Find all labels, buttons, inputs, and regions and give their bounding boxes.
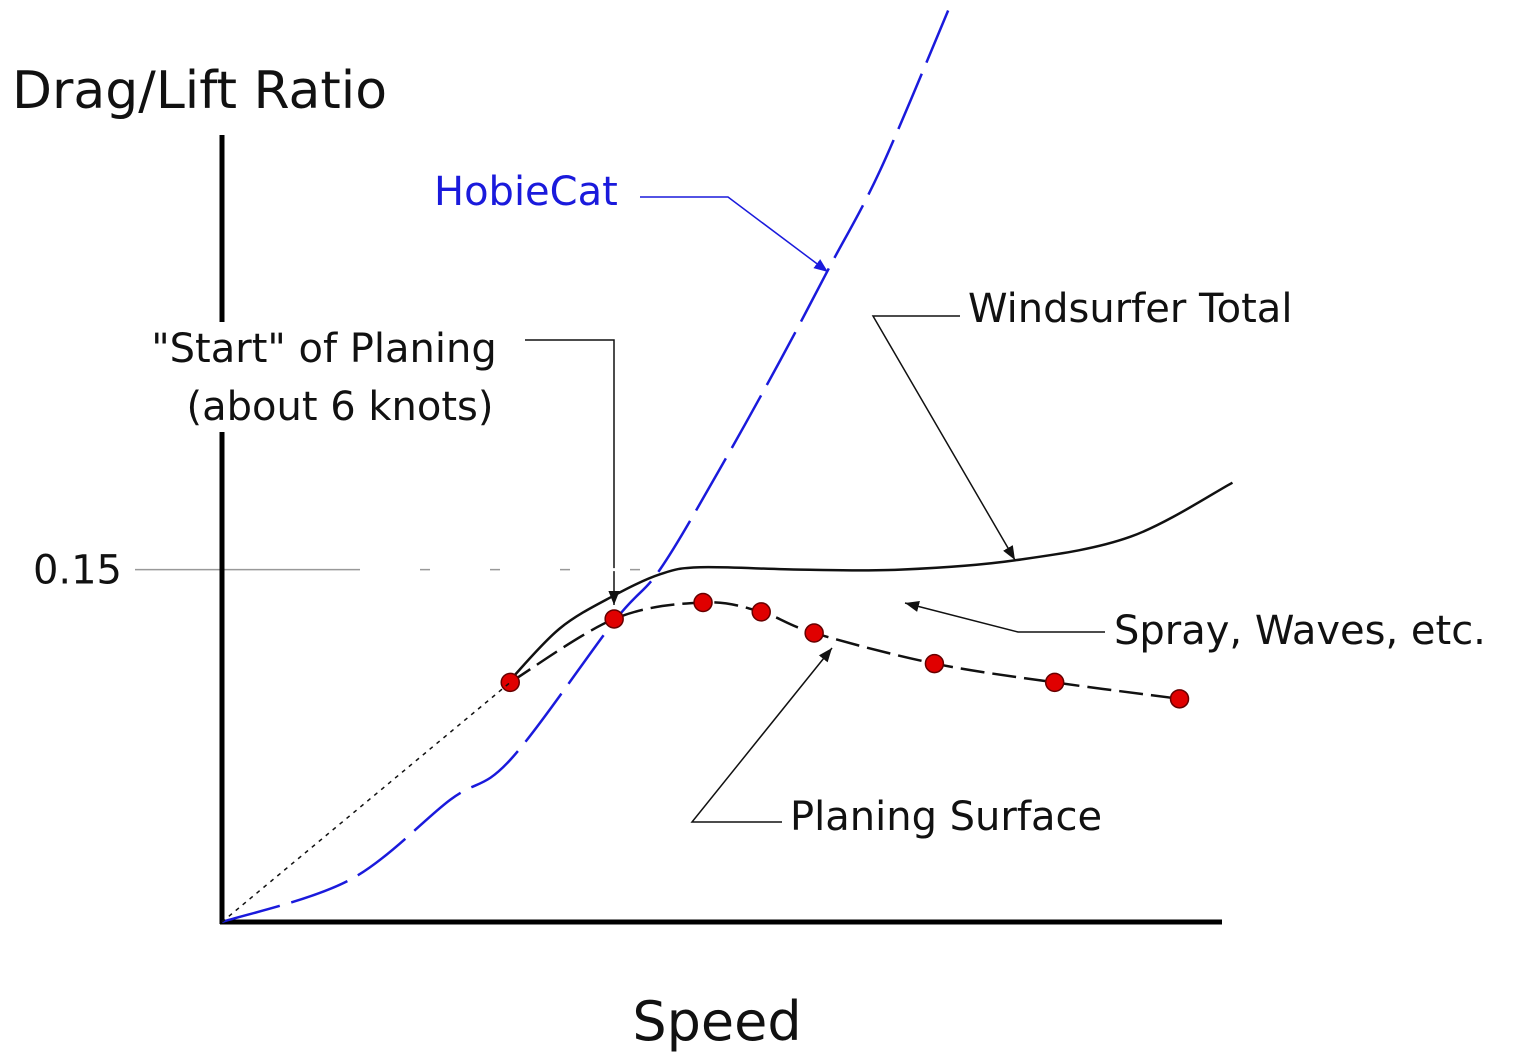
leader-line [525, 339, 620, 605]
series-label: Windsurfer Total [968, 286, 1292, 332]
series-label: Planing Surface [790, 794, 1102, 840]
annotation: Spray, Waves, etc. [1114, 608, 1486, 654]
leader-line [640, 196, 829, 273]
data-point [500, 672, 520, 693]
annotation: (about 6 knots) [186, 384, 493, 430]
data-point [924, 653, 945, 674]
y-tick-label: 0.15 [33, 548, 122, 594]
label-background [120, 322, 520, 432]
data-point [1169, 689, 1190, 709]
leader-line [871, 315, 1016, 561]
data-point [804, 623, 824, 643]
data-point [1044, 672, 1065, 693]
series-label: HobieCat [434, 169, 618, 215]
chart-title: Drag/Lift Ratio [12, 61, 387, 121]
line-series [221, 681, 511, 923]
data-point [693, 592, 713, 613]
data-point [604, 609, 624, 629]
leader-line [904, 601, 1105, 633]
leader-line [690, 647, 833, 823]
annotation: "Start" of Planing [151, 326, 496, 372]
line-series [509, 481, 1234, 681]
x-axis-label: Speed [632, 990, 801, 1053]
plot-area: 0.15 [33, 10, 1234, 925]
line-series [221, 10, 950, 924]
data-point [751, 602, 771, 622]
